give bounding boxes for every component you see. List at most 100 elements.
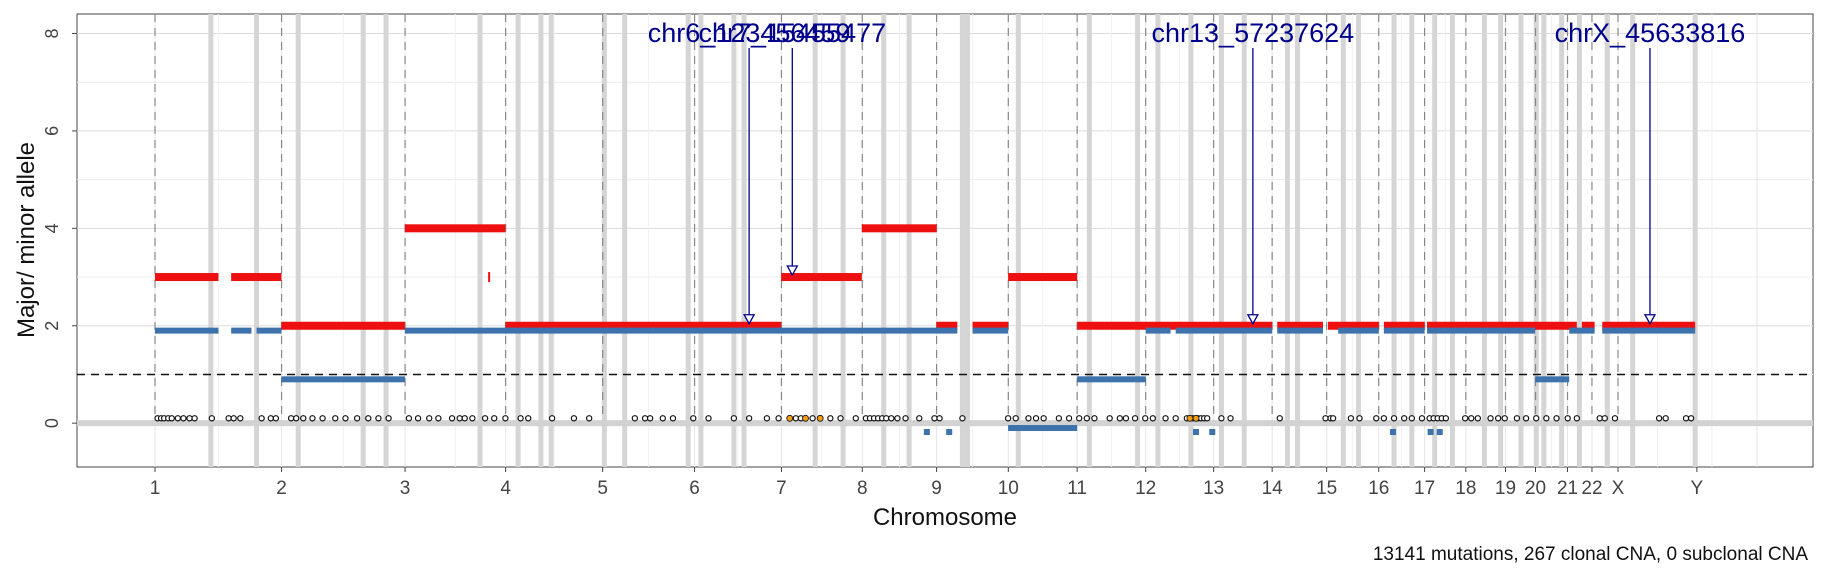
- minor-allele-segment: [1383, 327, 1425, 334]
- highlight-band: [1432, 14, 1438, 467]
- mutation-point: [1025, 415, 1032, 422]
- x-tick-label: Y: [1691, 478, 1704, 499]
- mutation-point: [916, 415, 923, 422]
- highlight-band: [538, 14, 544, 467]
- highlight-band: [622, 14, 628, 467]
- y-tick-label: 4: [42, 223, 62, 233]
- mutation-point: [1380, 415, 1388, 422]
- mutation-point: [186, 415, 193, 422]
- x-tick-label: 8: [857, 478, 868, 499]
- mutation-point: [1347, 415, 1355, 422]
- mutation-point: [300, 415, 307, 422]
- major-allele-segment: [1383, 321, 1425, 330]
- minor-allele-tick: [1209, 429, 1216, 436]
- highlight-band: [295, 14, 301, 467]
- major-allele-segment: [1427, 321, 1577, 330]
- highlight-band: [741, 14, 747, 467]
- mutation-point: [1601, 415, 1608, 422]
- mutation-point: [1461, 415, 1469, 422]
- highlight-band: [1155, 14, 1161, 467]
- mutation-point: [888, 415, 895, 422]
- mutation-point: [272, 415, 280, 422]
- mutation-point: [646, 415, 654, 422]
- minor-allele-segment: [404, 327, 937, 334]
- major-allele-segment: [505, 321, 782, 330]
- highlight-band: [515, 14, 521, 467]
- mutation-point: [525, 415, 532, 422]
- mutation-point-highlight: [786, 414, 794, 422]
- driver-label: chr6_123456459: [648, 18, 851, 48]
- x-tick-label: 19: [1495, 478, 1516, 499]
- highlight-band: [1604, 14, 1610, 467]
- mutation-point: [332, 415, 339, 422]
- highlight-band: [601, 14, 607, 467]
- mutation-point: [1596, 415, 1603, 422]
- x-tick-label: 18: [1455, 478, 1476, 499]
- minor-allele-tick: [923, 429, 930, 436]
- mutation-point: [1655, 415, 1663, 422]
- minor-allele-segment: [1277, 327, 1323, 334]
- x-tick-label: 6: [689, 478, 700, 499]
- highlight-band: [1295, 14, 1301, 467]
- highlight-band: [1449, 14, 1455, 467]
- highlight-band: [383, 14, 389, 467]
- mutation-point: [1487, 415, 1494, 422]
- mutation-point: [1408, 415, 1416, 422]
- mutation-point: [548, 415, 556, 422]
- mutation-point: [1162, 415, 1169, 422]
- mutation-point: [1091, 415, 1098, 422]
- mutation-point: [1611, 415, 1619, 422]
- highlight-band: [1135, 14, 1141, 467]
- mutation-point: [405, 415, 413, 422]
- minor-allele-tick: [1436, 429, 1443, 436]
- mutation-point: [180, 415, 187, 422]
- mutation-point: [1553, 415, 1560, 422]
- highlight-band: [1630, 14, 1636, 467]
- x-tick-label: 3: [400, 478, 411, 499]
- mutation-point: [585, 415, 593, 422]
- highlight-band: [812, 14, 818, 467]
- mutation-point: [237, 415, 244, 422]
- minor-allele-segment: [1427, 327, 1536, 334]
- mutation-point: [902, 415, 909, 422]
- mutation-point: [1322, 415, 1329, 422]
- mutation-point: [426, 415, 433, 422]
- x-tick-label: 14: [1262, 478, 1284, 499]
- mutation-point: [385, 415, 392, 422]
- mutation-point: [1149, 415, 1157, 422]
- major-allele-segment: [972, 321, 1009, 330]
- mutation-point: [491, 415, 498, 422]
- mutation-point: [230, 415, 237, 422]
- x-tick-label: 4: [500, 478, 511, 499]
- mutation-point: [1032, 415, 1040, 422]
- highlight-band: [698, 14, 704, 467]
- highlight-band: [959, 14, 965, 467]
- minor-allele-segment: [936, 327, 958, 334]
- mutation-point: [705, 415, 712, 422]
- mutation-point: [1400, 415, 1408, 422]
- mutation-point: [502, 415, 509, 422]
- driver-label: chr13_57237624: [1152, 18, 1355, 48]
- major-allele-segment: [404, 224, 506, 233]
- highlight-band: [964, 14, 970, 467]
- x-tick-label: 16: [1368, 478, 1389, 499]
- y-tick-label: 6: [42, 126, 62, 136]
- highlight-band: [685, 14, 691, 467]
- minor-allele-segment: [281, 376, 405, 383]
- mutation-point: [1390, 415, 1398, 422]
- mutation-point: [690, 415, 697, 422]
- x-tick-label: 2: [276, 478, 287, 499]
- y-axis-title: Major/ minor allele: [13, 142, 40, 338]
- minor-allele-segment: [972, 327, 1009, 334]
- mutation-point: [469, 415, 476, 422]
- mutation-point: [319, 415, 326, 422]
- mutation-point: [1116, 415, 1124, 422]
- major-allele-segment: [781, 273, 862, 282]
- major-allele-segment: [1328, 321, 1379, 330]
- major-allele-segment: [1277, 321, 1323, 330]
- mutation-point: [570, 415, 578, 422]
- highlight-band: [1391, 14, 1397, 467]
- mutation-point: [292, 415, 300, 422]
- mutation-point: [669, 415, 677, 422]
